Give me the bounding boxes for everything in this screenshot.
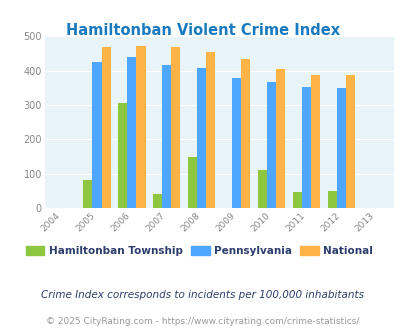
Bar [292, 192, 301, 208]
Bar [206, 52, 215, 208]
Bar [92, 62, 101, 208]
Bar [257, 170, 266, 208]
Bar [171, 47, 180, 208]
Bar [232, 78, 241, 208]
Bar [136, 46, 145, 208]
Bar [101, 47, 111, 208]
Text: Crime Index corresponds to incidents per 100,000 inhabitants: Crime Index corresponds to incidents per… [41, 290, 364, 300]
Bar [197, 68, 206, 208]
Bar [83, 181, 92, 208]
Bar [162, 65, 171, 208]
Text: © 2025 CityRating.com - https://www.cityrating.com/crime-statistics/: © 2025 CityRating.com - https://www.city… [46, 317, 359, 326]
Bar [127, 56, 136, 208]
Bar [118, 103, 127, 208]
Bar [310, 75, 320, 208]
Bar [345, 75, 354, 208]
Bar [241, 59, 250, 208]
Bar [327, 191, 336, 208]
Bar [266, 82, 275, 208]
Bar [275, 69, 285, 208]
Text: Hamiltonban Violent Crime Index: Hamiltonban Violent Crime Index [66, 23, 339, 38]
Bar [153, 194, 162, 208]
Legend: Hamiltonban Township, Pennsylvania, National: Hamiltonban Township, Pennsylvania, Nati… [21, 242, 376, 260]
Bar [336, 88, 345, 208]
Bar [301, 87, 310, 208]
Bar [188, 157, 197, 208]
